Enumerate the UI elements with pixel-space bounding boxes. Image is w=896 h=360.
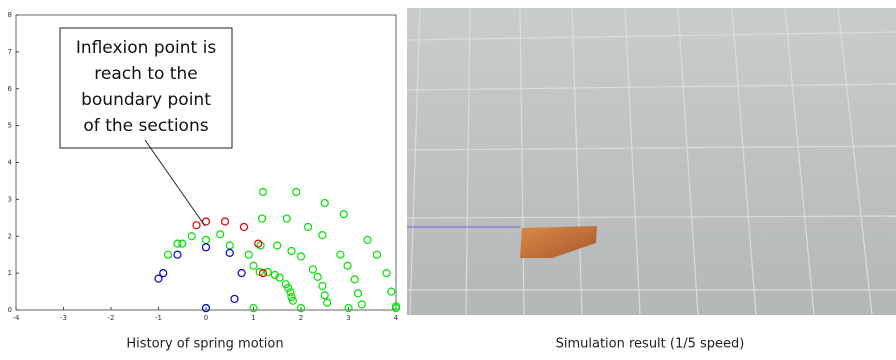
y-tick-label: 1 bbox=[8, 269, 12, 277]
annotation-line: of the sections bbox=[83, 116, 208, 136]
y-tick-label: 6 bbox=[8, 85, 13, 93]
simulation-view bbox=[407, 8, 896, 315]
x-tick-label: -3 bbox=[60, 314, 67, 322]
figure: -4 -3 -2 -1 0 1 2 3 4 0 1 2 3 4 5 6 7 8 Inflexion point i… bbox=[0, 0, 896, 356]
y-tick-label: 7 bbox=[8, 48, 12, 56]
x-tick-label: 3 bbox=[346, 314, 350, 322]
y-tick-label: 4 bbox=[8, 159, 13, 167]
y-tick-label: 5 bbox=[8, 122, 12, 130]
caption: History of spring motion bbox=[126, 337, 283, 352]
x-tick-label: -1 bbox=[155, 314, 162, 322]
x-tick-label: 0 bbox=[204, 314, 208, 322]
annotation-line: boundary point bbox=[81, 90, 211, 110]
annotation-line: Inflexion point is bbox=[76, 38, 217, 58]
caption: Simulation result (1/5 speed) bbox=[556, 337, 745, 352]
y-tick-label: 8 bbox=[8, 11, 12, 19]
annotation-line: reach to the bbox=[94, 64, 197, 84]
x-tick-label: 2 bbox=[299, 314, 303, 322]
x-tick-label: -4 bbox=[13, 314, 21, 322]
x-tick-label: -2 bbox=[108, 314, 115, 322]
y-tick-label: 0 bbox=[8, 306, 12, 314]
y-tick-label: 2 bbox=[8, 232, 12, 240]
y-tick-label: 3 bbox=[8, 195, 12, 203]
x-tick-label: 4 bbox=[394, 314, 399, 322]
x-tick-label: 1 bbox=[251, 314, 255, 322]
